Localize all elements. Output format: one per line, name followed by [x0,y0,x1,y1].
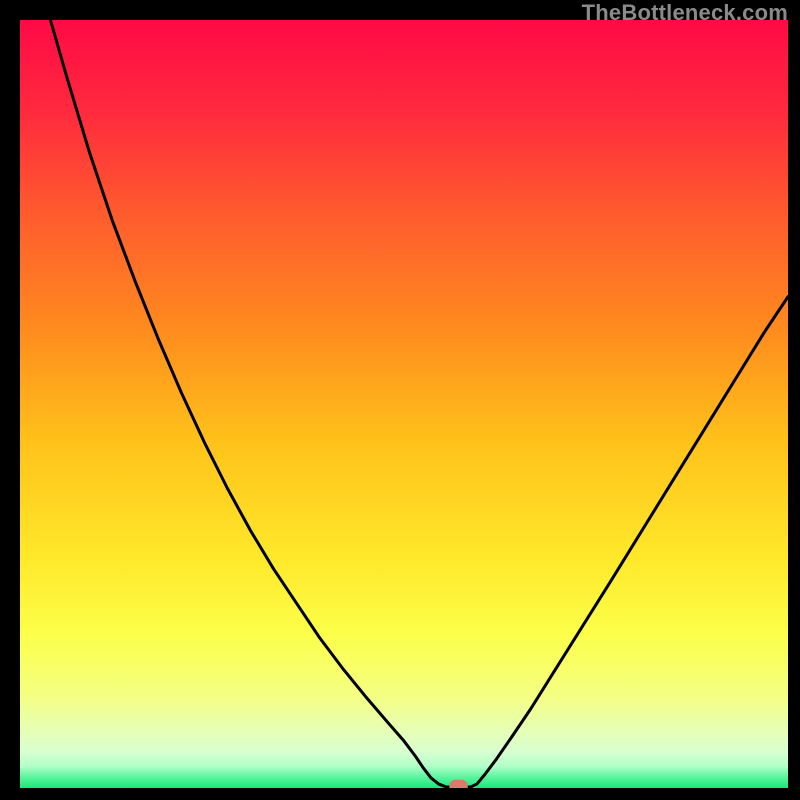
chart-svg [20,20,788,788]
gradient-background [20,20,788,788]
watermark-label: TheBottleneck.com [582,0,788,26]
optimal-point-marker [449,780,467,788]
chart-root: TheBottleneck.com [0,0,800,800]
plot-area [20,20,788,788]
